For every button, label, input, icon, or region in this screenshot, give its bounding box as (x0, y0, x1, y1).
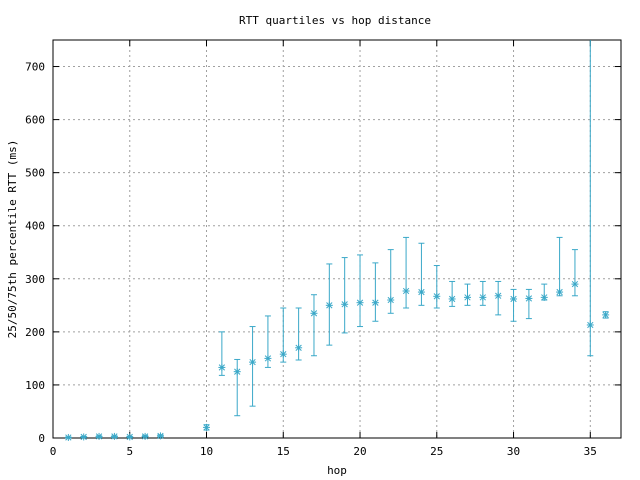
x-tick-label: 10 (200, 445, 213, 458)
median-marker (295, 344, 303, 352)
data-point (233, 358, 241, 417)
median-marker (448, 295, 456, 303)
data-point (203, 423, 211, 431)
median-marker (218, 363, 226, 371)
data-point (279, 307, 287, 363)
data-point (602, 311, 610, 319)
y-tick-label: 0 (38, 432, 45, 445)
data-point (463, 283, 471, 306)
data-point (448, 280, 456, 307)
median-marker (64, 433, 72, 441)
median-marker (341, 300, 349, 308)
median-marker (556, 288, 564, 296)
data-point (556, 236, 564, 297)
axis-ticks: 0 100 200 300 400 500 600 700 0 5 10 15 20 25 30 35 (25, 40, 621, 458)
median-marker (141, 432, 149, 440)
chart-title: RTT quartiles vs hop distance (239, 14, 431, 27)
x-tick-label: 30 (507, 445, 520, 458)
median-marker (510, 295, 518, 303)
x-axis-label: hop (327, 464, 347, 477)
data-point (325, 263, 333, 346)
plot-border (52, 39, 622, 439)
data-point (433, 265, 441, 309)
median-marker (602, 311, 610, 319)
data-point (295, 307, 303, 361)
y-tick-label: 600 (25, 114, 45, 127)
data-point (479, 280, 487, 306)
median-marker (586, 321, 594, 329)
median-marker (126, 433, 134, 441)
data-point (264, 315, 272, 368)
median-marker (156, 432, 164, 440)
median-marker (571, 280, 579, 288)
data-point (540, 283, 548, 301)
data-point (95, 432, 103, 440)
data-point (249, 326, 257, 407)
data-point (402, 236, 410, 309)
data-point (141, 432, 149, 440)
data-point (510, 288, 518, 322)
median-marker (264, 354, 272, 362)
median-marker (95, 432, 103, 440)
median-marker (463, 293, 471, 301)
data-point (371, 262, 379, 322)
median-marker (203, 423, 211, 431)
data-point (126, 433, 134, 441)
y-axis-label: 25/50/75th percentile RTT (ms) (6, 140, 19, 339)
data-point (64, 433, 72, 441)
data-point (571, 249, 579, 297)
data-point (218, 331, 226, 376)
median-marker (325, 301, 333, 309)
data-marks (64, 40, 610, 441)
median-marker (494, 292, 502, 300)
median-marker (387, 296, 395, 304)
x-tick-label: 35 (584, 445, 597, 458)
y-tick-label: 700 (25, 61, 45, 74)
data-point (341, 257, 349, 334)
median-marker (525, 294, 533, 302)
median-marker (371, 299, 379, 307)
median-marker (540, 293, 548, 301)
data-point (494, 280, 502, 316)
median-marker (80, 433, 88, 441)
data-point (310, 294, 318, 357)
data-point (586, 40, 594, 357)
y-tick-label: 500 (25, 167, 45, 180)
x-tick-label: 25 (430, 445, 443, 458)
data-point (156, 432, 164, 440)
median-marker (417, 288, 425, 296)
median-marker (356, 299, 364, 307)
data-point (356, 254, 364, 328)
y-tick-label: 300 (25, 273, 45, 286)
data-point (387, 249, 395, 314)
y-tick-label: 200 (25, 326, 45, 339)
x-tick-label: 5 (126, 445, 133, 458)
data-point (110, 432, 118, 440)
x-tick-label: 0 (50, 445, 57, 458)
median-marker (233, 368, 241, 376)
x-tick-label: 15 (277, 445, 290, 458)
x-tick-label: 20 (353, 445, 366, 458)
data-point (525, 288, 533, 320)
data-point (417, 242, 425, 306)
y-tick-label: 100 (25, 379, 45, 392)
median-marker (310, 309, 318, 317)
median-marker (279, 350, 287, 358)
grid-lines (53, 40, 621, 438)
data-point (80, 433, 88, 441)
median-marker (402, 287, 410, 295)
y-tick-label: 400 (25, 220, 45, 233)
median-marker (479, 293, 487, 301)
median-marker (110, 432, 118, 440)
median-marker (249, 358, 257, 366)
median-marker (433, 292, 441, 300)
